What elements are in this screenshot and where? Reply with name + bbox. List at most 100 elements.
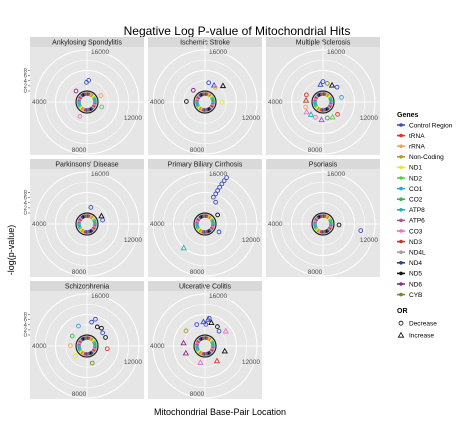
legend-item-label: ATP8 xyxy=(409,207,425,214)
ring-label-top: 16000 xyxy=(209,49,227,56)
data-point-decrease xyxy=(313,114,318,120)
gene-ring-segment xyxy=(207,351,211,356)
gene-ring-segment xyxy=(208,337,212,342)
ring-label-bottom: 8000 xyxy=(308,147,323,154)
gene-ring-segment xyxy=(326,215,330,220)
gene-ring-segment xyxy=(89,107,93,112)
legend-item-label: CO3 xyxy=(409,228,423,235)
data-point-decrease xyxy=(99,325,104,331)
gene-ring-segment xyxy=(196,104,201,108)
legend-key-dot xyxy=(399,282,403,286)
gene-ring-segment xyxy=(209,218,214,222)
gene-ring-segment xyxy=(90,93,94,98)
legend-item-label: ND4 xyxy=(409,260,422,267)
y-tick-label: 0 xyxy=(24,211,28,217)
gene-ring-segment xyxy=(313,225,318,229)
legend-item-label: ATP6 xyxy=(409,218,425,225)
gene-ring-segment xyxy=(92,219,97,223)
gene-ring-segment xyxy=(90,350,94,355)
ring-label-top: 16000 xyxy=(91,293,109,300)
data-point-decrease xyxy=(88,205,94,210)
legend-item-label: ND1 xyxy=(409,165,422,172)
gene-ring-outline xyxy=(193,334,217,358)
data-point-decrease xyxy=(206,315,212,321)
data-point-decrease xyxy=(324,81,330,86)
data-point-decrease xyxy=(320,79,326,84)
ring-label-bottom: 8000 xyxy=(72,391,87,398)
gene-ring-segment xyxy=(328,103,333,107)
ring-label-left: 4000 xyxy=(32,99,47,106)
ring-label-bottom: 8000 xyxy=(72,147,87,154)
data-point-decrease xyxy=(334,84,340,90)
data-point-increase xyxy=(204,316,212,322)
chart-title: Negative Log P-value of Mitochondrial Hi… xyxy=(124,24,351,38)
gene-ring-segment xyxy=(317,107,321,112)
gene-ring-segment xyxy=(327,104,332,108)
gene-ring-segment xyxy=(317,214,321,219)
data-point-decrease xyxy=(303,104,308,110)
gene-ring-segment xyxy=(89,336,93,341)
gene-ring-segment xyxy=(207,92,211,97)
gene-ring-segment xyxy=(328,225,333,229)
y-tick-label: 8 xyxy=(24,191,28,197)
gene-ring-segment xyxy=(325,107,329,112)
data-point-decrease xyxy=(217,184,223,190)
data-point-decrease xyxy=(103,335,108,340)
data-point-decrease xyxy=(77,114,83,119)
gene-ring-segment xyxy=(315,227,319,232)
y-tick-label: 2 xyxy=(24,206,28,212)
gene-ring-segment xyxy=(316,93,320,98)
gene-ring-segment xyxy=(195,219,200,223)
data-point-increase xyxy=(210,81,218,88)
gene-ring-segment xyxy=(198,228,202,233)
gene-ring-segment xyxy=(199,351,203,356)
gene-ring-segment xyxy=(81,214,85,219)
legend-item-label: Increase xyxy=(409,333,434,340)
gene-ring-segment xyxy=(199,336,203,341)
ring-label-right: 12000 xyxy=(360,115,378,122)
gene-ring-segment xyxy=(77,225,82,229)
ring-label-right: 12000 xyxy=(124,237,142,244)
gene-ring-segment xyxy=(210,347,215,351)
gene-ring-segment xyxy=(79,349,83,354)
data-point-decrease xyxy=(215,188,220,193)
gene-ring-segment xyxy=(80,228,84,233)
gene-ring-segment xyxy=(209,349,213,354)
gene-ring-segment xyxy=(313,103,318,107)
legend-key-dot xyxy=(399,218,403,223)
facet-panel: Primary Biliary Cirrhosis160004000120008… xyxy=(145,159,265,284)
gene-ring-segment xyxy=(208,93,212,98)
ring-label-top: 16000 xyxy=(327,49,345,56)
data-point-decrease xyxy=(190,87,196,93)
gene-ring-segment xyxy=(92,225,97,229)
data-point-increase xyxy=(213,357,221,364)
gene-ring-segment xyxy=(325,92,329,97)
ring-label-right: 12000 xyxy=(242,237,260,244)
data-point-increase xyxy=(318,116,325,123)
gene-ring-segment xyxy=(80,350,84,355)
legend-item-label: Non-Coding xyxy=(409,154,444,161)
ring-label-right: 12000 xyxy=(242,359,260,366)
gene-ring-segment xyxy=(90,106,94,111)
data-point-increase xyxy=(208,319,215,325)
data-point-decrease xyxy=(213,191,219,197)
gene-ring-segment xyxy=(79,94,83,99)
gene-ring-segment xyxy=(198,93,202,98)
gene-ring-segment xyxy=(198,350,202,355)
legend-key-dot xyxy=(399,186,403,191)
gene-ring-segment xyxy=(197,105,201,110)
gene-ring-segment xyxy=(317,229,321,234)
legend-key-circle xyxy=(398,320,404,326)
data-point-increase xyxy=(222,327,229,334)
y-tick-label: 6 xyxy=(24,196,28,202)
legend-item-label: Decrease xyxy=(409,321,437,328)
gene-ring-segment xyxy=(209,227,213,232)
legend-key-dot xyxy=(399,239,403,244)
gene-ring-segment xyxy=(313,97,318,101)
gene-ring-segment xyxy=(79,227,83,232)
y-tick-label: 0 xyxy=(24,333,28,339)
